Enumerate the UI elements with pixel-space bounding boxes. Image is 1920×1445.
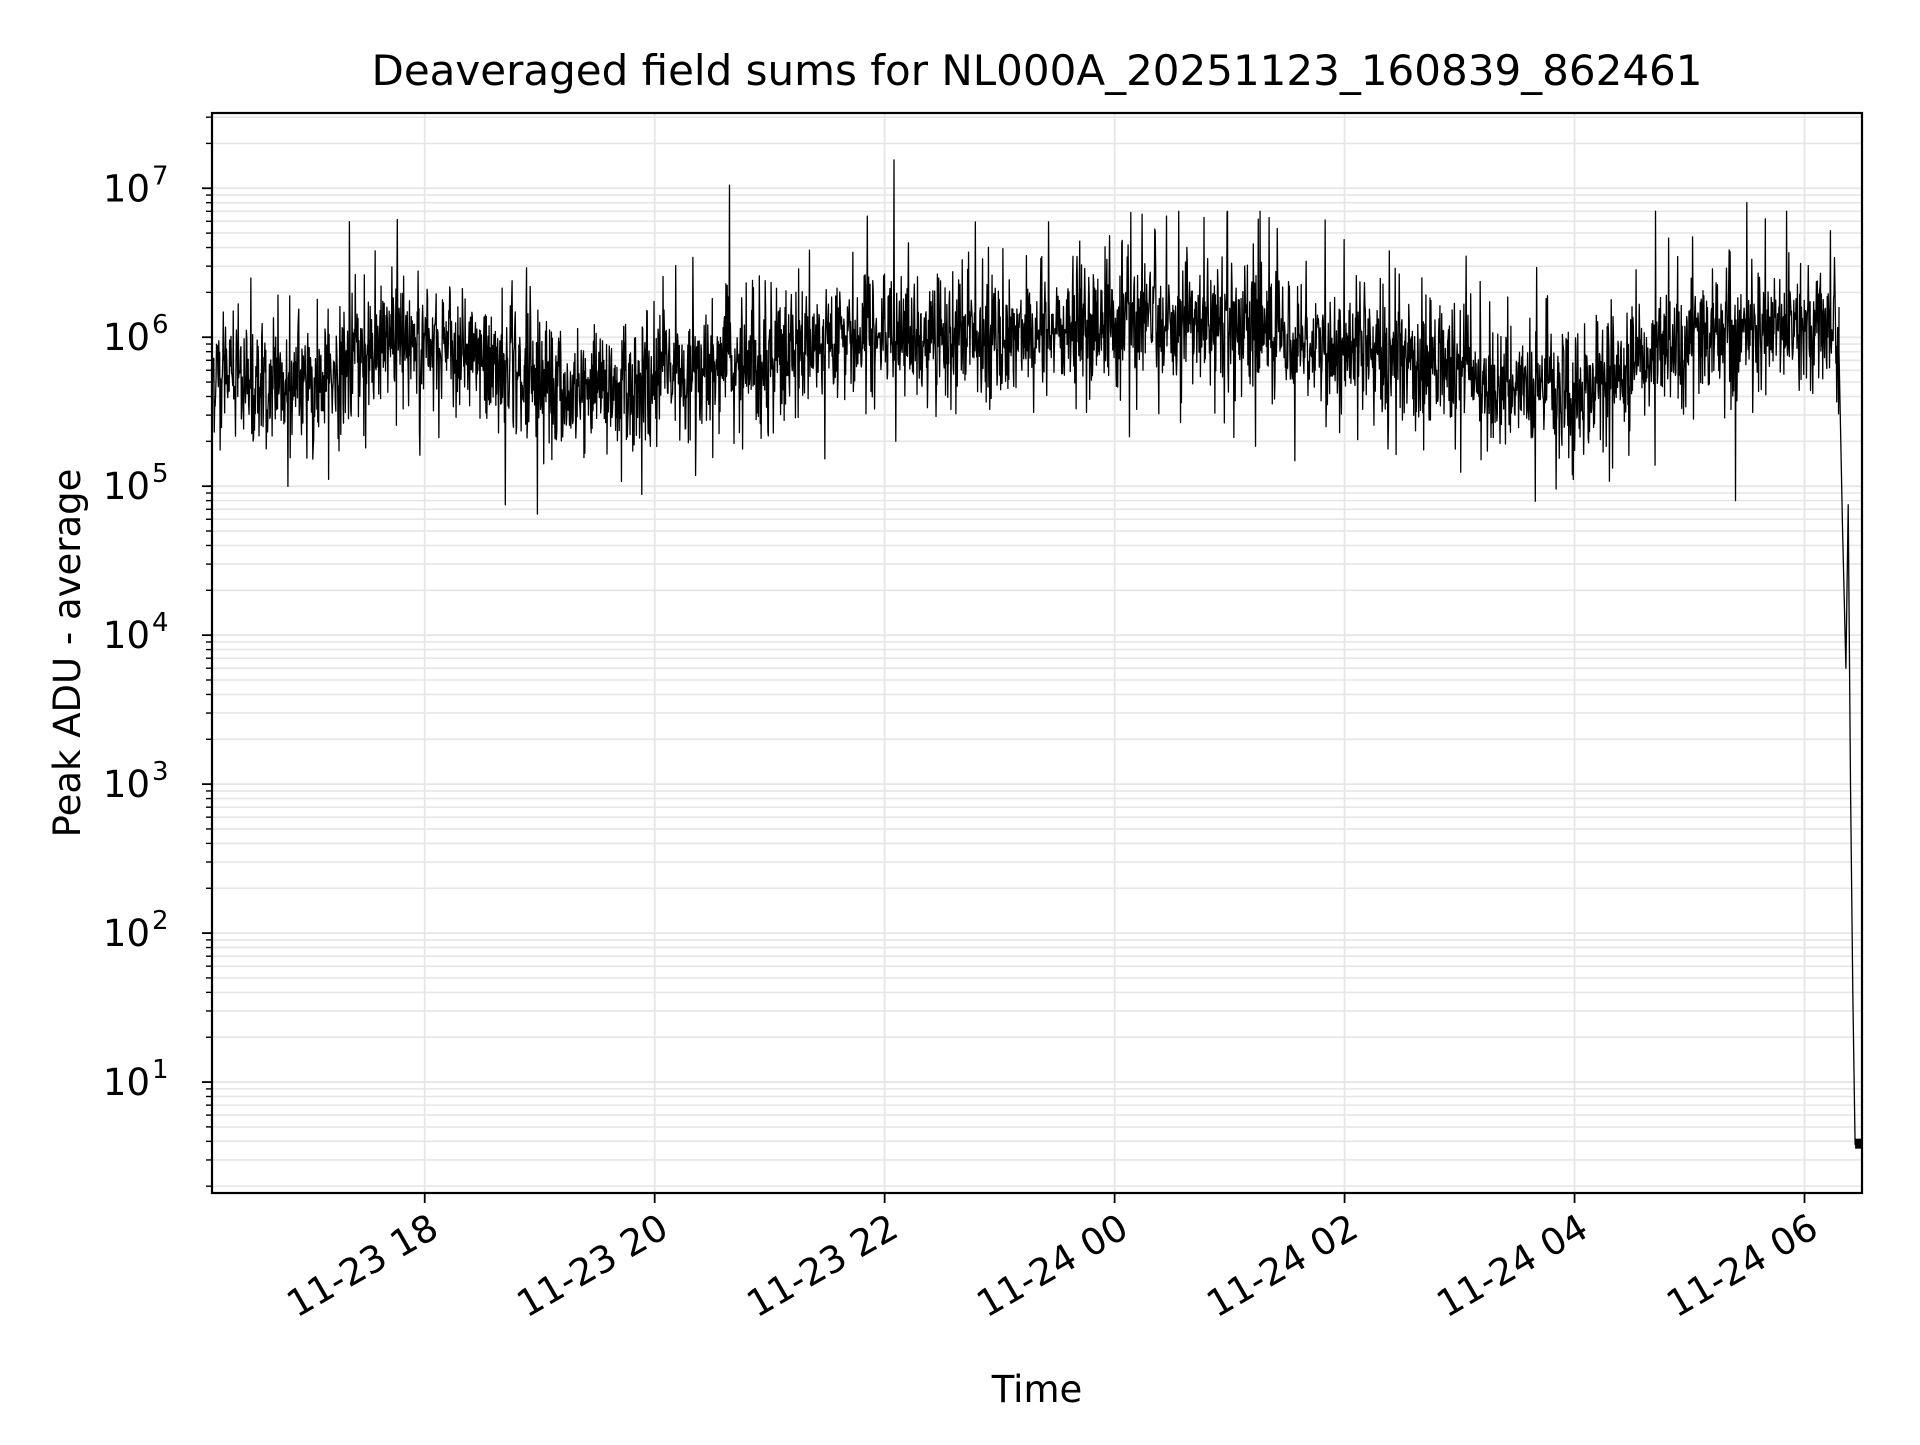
y-tick-exponent: 1 (152, 1055, 169, 1085)
y-tick-exponent: 5 (152, 459, 169, 489)
y-tick-exponent: 2 (152, 906, 169, 936)
plot-frame (210, 111, 1864, 1195)
x-axis-label: Time (991, 1368, 1083, 1411)
y-tick-label: 10 (103, 167, 150, 210)
data-floor-segment (1855, 1138, 1862, 1149)
grid-layer (212, 113, 1862, 1193)
y-tick-exponent: 4 (152, 608, 169, 638)
y-tick-label: 10 (103, 465, 150, 508)
y-tick-label: 10 (103, 614, 150, 657)
y-tick-label: 10 (103, 1061, 150, 1104)
data-layer (211, 159, 1862, 1149)
y-tick-exponent: 7 (152, 161, 169, 191)
y-axis-label: Peak ADU - average (46, 469, 89, 838)
data-series-line (211, 159, 1862, 1146)
y-tick-exponent: 6 (152, 310, 169, 340)
chart-title: Deaveraged field sums for NL000A_2025112… (372, 46, 1703, 95)
y-tick-label: 10 (103, 912, 150, 955)
y-tick-label: 10 (103, 763, 150, 806)
y-tick-label: 10 (103, 316, 150, 359)
y-tick-exponent: 3 (152, 757, 169, 787)
